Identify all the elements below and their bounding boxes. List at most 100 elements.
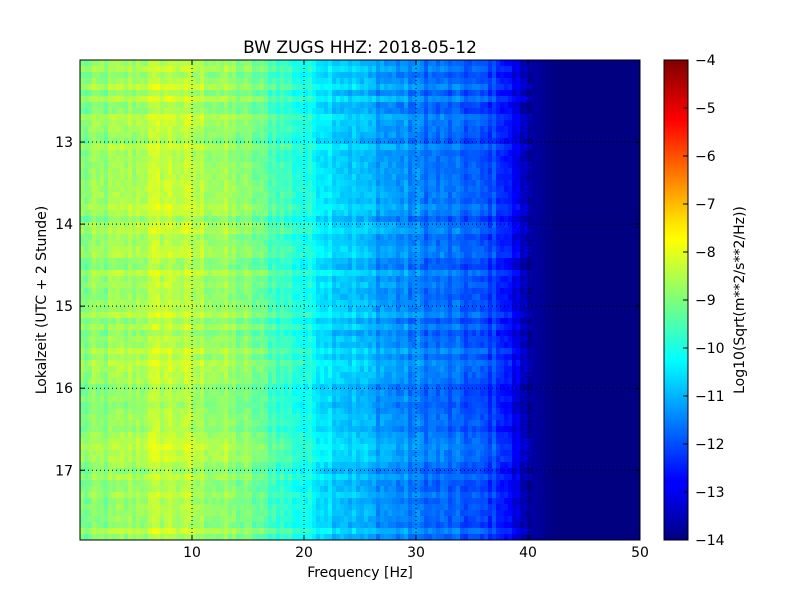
heatmap-cell [172,156,177,163]
heatmap-cell [392,150,397,157]
heatmap-cell [248,162,253,169]
heatmap-cell [480,228,485,235]
heatmap-cell [560,60,565,67]
heatmap-cell [164,144,169,151]
heatmap-cell [108,234,113,241]
heatmap-cell [600,150,605,157]
heatmap-cell [256,192,261,199]
heatmap-cell [412,108,417,115]
heatmap-cell [308,264,313,271]
heatmap-cell [508,108,513,115]
heatmap-cell [556,234,561,241]
heatmap-cell [432,258,437,265]
heatmap-cell [636,132,640,139]
heatmap-cell [364,210,369,217]
heatmap-cell [316,186,321,193]
heatmap-cell [256,60,261,67]
heatmap-cell [212,168,217,175]
heatmap-cell [164,198,169,205]
heatmap-cell [456,114,461,121]
heatmap-cell [88,180,93,187]
heatmap-cell [448,72,453,79]
heatmap-cell [344,108,349,115]
heatmap-cell [592,222,597,229]
heatmap-cell [188,144,193,151]
heatmap-cell [396,240,401,247]
heatmap-cell [80,108,85,115]
heatmap-cell [240,258,245,265]
heatmap-cell [368,150,373,157]
heatmap-cell [468,126,473,133]
heatmap-cell [600,246,605,253]
heatmap-cell [276,258,281,265]
heatmap-cell [592,198,597,205]
heatmap-cell [508,264,513,271]
heatmap-cell [316,234,321,241]
heatmap-cell [80,90,85,97]
heatmap-cell [332,258,337,265]
heatmap-cell [588,186,593,193]
heatmap-cell [592,204,597,211]
heatmap-cell [452,252,457,259]
heatmap-cell [188,66,193,73]
heatmap-cell [508,150,513,157]
heatmap-cell [452,72,457,79]
heatmap-cell [212,120,217,127]
heatmap-cell [264,66,269,73]
heatmap-cell [608,132,613,139]
heatmap-cell [288,162,293,169]
heatmap-cell [300,216,305,223]
heatmap-cell [496,240,501,247]
heatmap-cell [200,258,205,265]
heatmap-cell [628,150,633,157]
heatmap-cell [316,96,321,103]
heatmap-cell [536,90,541,97]
heatmap-cell [404,90,409,97]
heatmap-cell [200,174,205,181]
heatmap-cell [172,216,177,223]
heatmap-cell [620,234,625,241]
heatmap-cell [216,258,221,265]
heatmap-cell [568,264,573,271]
heatmap-cell [632,186,637,193]
heatmap-cell [472,204,477,211]
heatmap-cell [80,228,85,235]
heatmap-cell [276,204,281,211]
heatmap-cell [152,114,157,121]
heatmap-cell [180,126,185,133]
heatmap-cell [556,210,561,217]
heatmap-cell [576,186,581,193]
heatmap-cell [508,72,513,79]
heatmap-cell [484,120,489,127]
heatmap-cell [400,210,405,217]
heatmap-cell [364,162,369,169]
heatmap-cell [204,198,209,205]
heatmap-cell [528,66,533,73]
heatmap-cell [360,126,365,133]
heatmap-cell [268,216,273,223]
heatmap-cell [432,114,437,121]
heatmap-cell [392,132,397,139]
heatmap-cell [508,228,513,235]
heatmap-cell [212,228,217,235]
heatmap-cell [152,144,157,151]
heatmap-cell [276,210,281,217]
heatmap-cell [88,204,93,211]
heatmap-cell [324,66,329,73]
heatmap-cell [604,114,609,121]
heatmap-cell [576,174,581,181]
heatmap-cell [296,216,301,223]
heatmap-cell [564,240,569,247]
heatmap-cell [420,162,425,169]
heatmap-cell [120,186,125,193]
heatmap-cell [296,252,301,259]
heatmap-cell [604,258,609,265]
heatmap-cell [504,168,509,175]
heatmap-cell [228,210,233,217]
heatmap-cell [608,108,613,115]
heatmap-cell [328,138,333,145]
heatmap-cell [152,102,157,109]
heatmap-cell [400,174,405,181]
heatmap-cell [388,264,393,271]
heatmap-cell [420,72,425,79]
